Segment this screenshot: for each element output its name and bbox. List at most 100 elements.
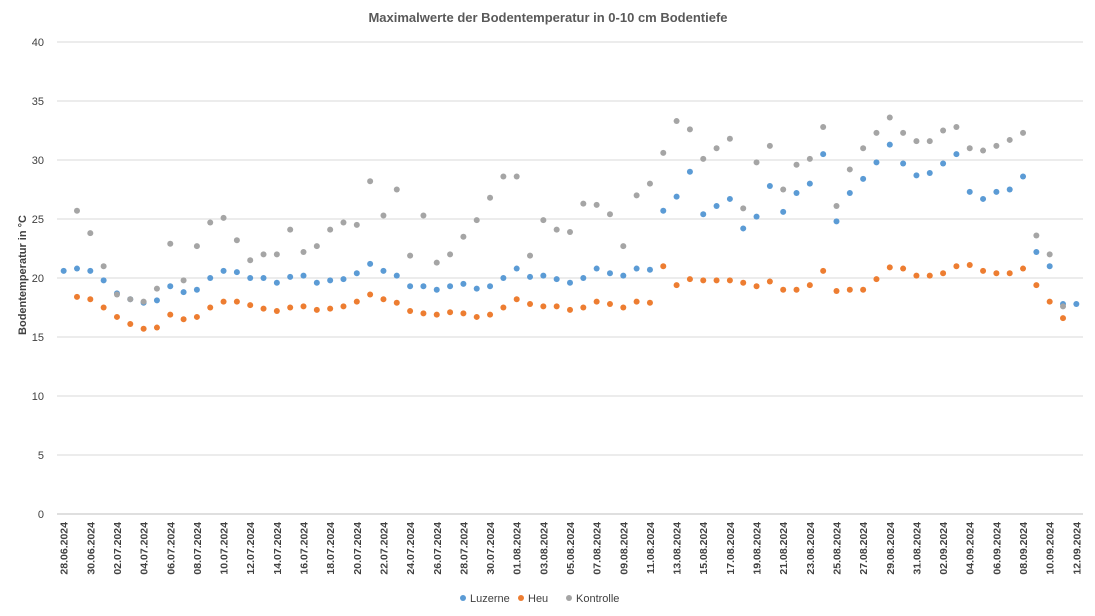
x-tick-label: 07.08.2024 xyxy=(592,522,604,575)
data-point xyxy=(1033,232,1040,239)
data-point xyxy=(433,259,440,266)
data-point xyxy=(766,142,773,149)
data-point xyxy=(953,263,960,270)
data-point xyxy=(900,129,907,136)
data-point xyxy=(220,267,227,274)
data-point xyxy=(1006,136,1013,143)
data-point xyxy=(593,298,600,305)
data-point xyxy=(780,186,787,193)
data-point xyxy=(260,275,267,281)
x-tick-label: 30.06.2024 xyxy=(85,522,97,575)
x-tick-label: 25.08.2024 xyxy=(831,522,843,575)
data-point xyxy=(487,194,494,201)
data-point xyxy=(500,275,507,281)
data-point xyxy=(407,283,414,290)
chart-title: Maximalwerte der Bodentemperatur in 0-10… xyxy=(368,10,727,25)
series-heu xyxy=(73,262,1067,332)
data-point xyxy=(433,311,440,318)
x-tick-label: 08.09.2024 xyxy=(1018,522,1030,575)
data-point xyxy=(980,147,987,154)
data-point xyxy=(846,286,853,293)
data-point xyxy=(580,200,587,207)
data-point xyxy=(940,160,947,167)
data-point xyxy=(740,205,747,212)
y-tick-label: 40 xyxy=(32,37,44,49)
data-point xyxy=(740,279,747,286)
x-tick-label: 24.07.2024 xyxy=(405,522,417,575)
series-luzerne xyxy=(60,141,1080,307)
data-point xyxy=(940,127,947,134)
data-point xyxy=(1020,173,1027,180)
data-point xyxy=(287,304,294,311)
data-point xyxy=(207,304,214,311)
data-point xyxy=(100,277,107,284)
data-point xyxy=(673,282,680,289)
data-point xyxy=(793,190,800,197)
data-point xyxy=(873,159,880,166)
data-point xyxy=(846,166,853,173)
data-point xyxy=(380,296,387,303)
data-point xyxy=(193,286,200,293)
data-point xyxy=(233,237,240,244)
data-point xyxy=(247,257,254,264)
data-point xyxy=(233,298,240,305)
data-point xyxy=(393,272,400,279)
data-point xyxy=(793,161,800,168)
data-point xyxy=(420,212,427,219)
x-tick-label: 10.09.2024 xyxy=(1045,522,1057,575)
data-point xyxy=(833,203,840,210)
data-point xyxy=(873,276,880,283)
data-point xyxy=(646,266,653,273)
legend-label: Kontrolle xyxy=(576,593,619,605)
y-tick-label: 10 xyxy=(32,391,44,403)
data-point xyxy=(567,228,573,235)
data-point xyxy=(153,324,160,331)
data-point xyxy=(860,145,867,152)
data-point xyxy=(726,135,733,142)
data-point xyxy=(646,180,653,187)
data-point xyxy=(926,272,933,279)
data-point xyxy=(300,249,307,256)
data-point xyxy=(220,214,227,221)
data-point xyxy=(966,188,973,195)
data-point xyxy=(1073,300,1080,307)
data-point xyxy=(900,160,907,167)
data-point xyxy=(260,305,267,312)
data-point xyxy=(140,325,147,332)
data-point xyxy=(367,178,374,185)
data-point xyxy=(660,207,667,214)
data-point xyxy=(260,251,267,258)
data-point xyxy=(540,303,547,310)
data-point xyxy=(300,272,307,279)
data-point xyxy=(780,208,787,215)
data-point xyxy=(553,226,560,233)
data-point xyxy=(287,273,294,280)
data-point xyxy=(407,308,414,315)
data-point xyxy=(460,233,467,240)
data-point xyxy=(487,283,494,290)
data-point xyxy=(940,270,947,277)
data-point xyxy=(886,141,893,148)
data-point xyxy=(220,298,227,305)
x-tick-label: 03.08.2024 xyxy=(538,522,550,575)
x-tick-label: 22.07.2024 xyxy=(378,522,390,575)
data-point xyxy=(353,270,360,277)
y-axis-label: Bodentemperatur in °C xyxy=(17,215,29,335)
x-tick-label: 02.07.2024 xyxy=(112,522,124,575)
x-tick-label: 09.08.2024 xyxy=(618,522,630,575)
x-tick-label: 11.08.2024 xyxy=(645,522,657,574)
data-point xyxy=(766,182,773,189)
data-point xyxy=(353,221,360,228)
data-point xyxy=(487,311,494,318)
data-point xyxy=(913,138,920,145)
data-point xyxy=(113,291,120,298)
x-tick-label: 02.09.2024 xyxy=(938,522,950,575)
data-point xyxy=(926,169,933,176)
x-tick-label: 30.07.2024 xyxy=(485,522,497,575)
x-tick-label: 18.07.2024 xyxy=(325,522,337,575)
data-point xyxy=(207,275,214,281)
data-point xyxy=(87,296,94,303)
x-tick-label: 06.07.2024 xyxy=(165,522,177,575)
data-point xyxy=(713,277,720,284)
